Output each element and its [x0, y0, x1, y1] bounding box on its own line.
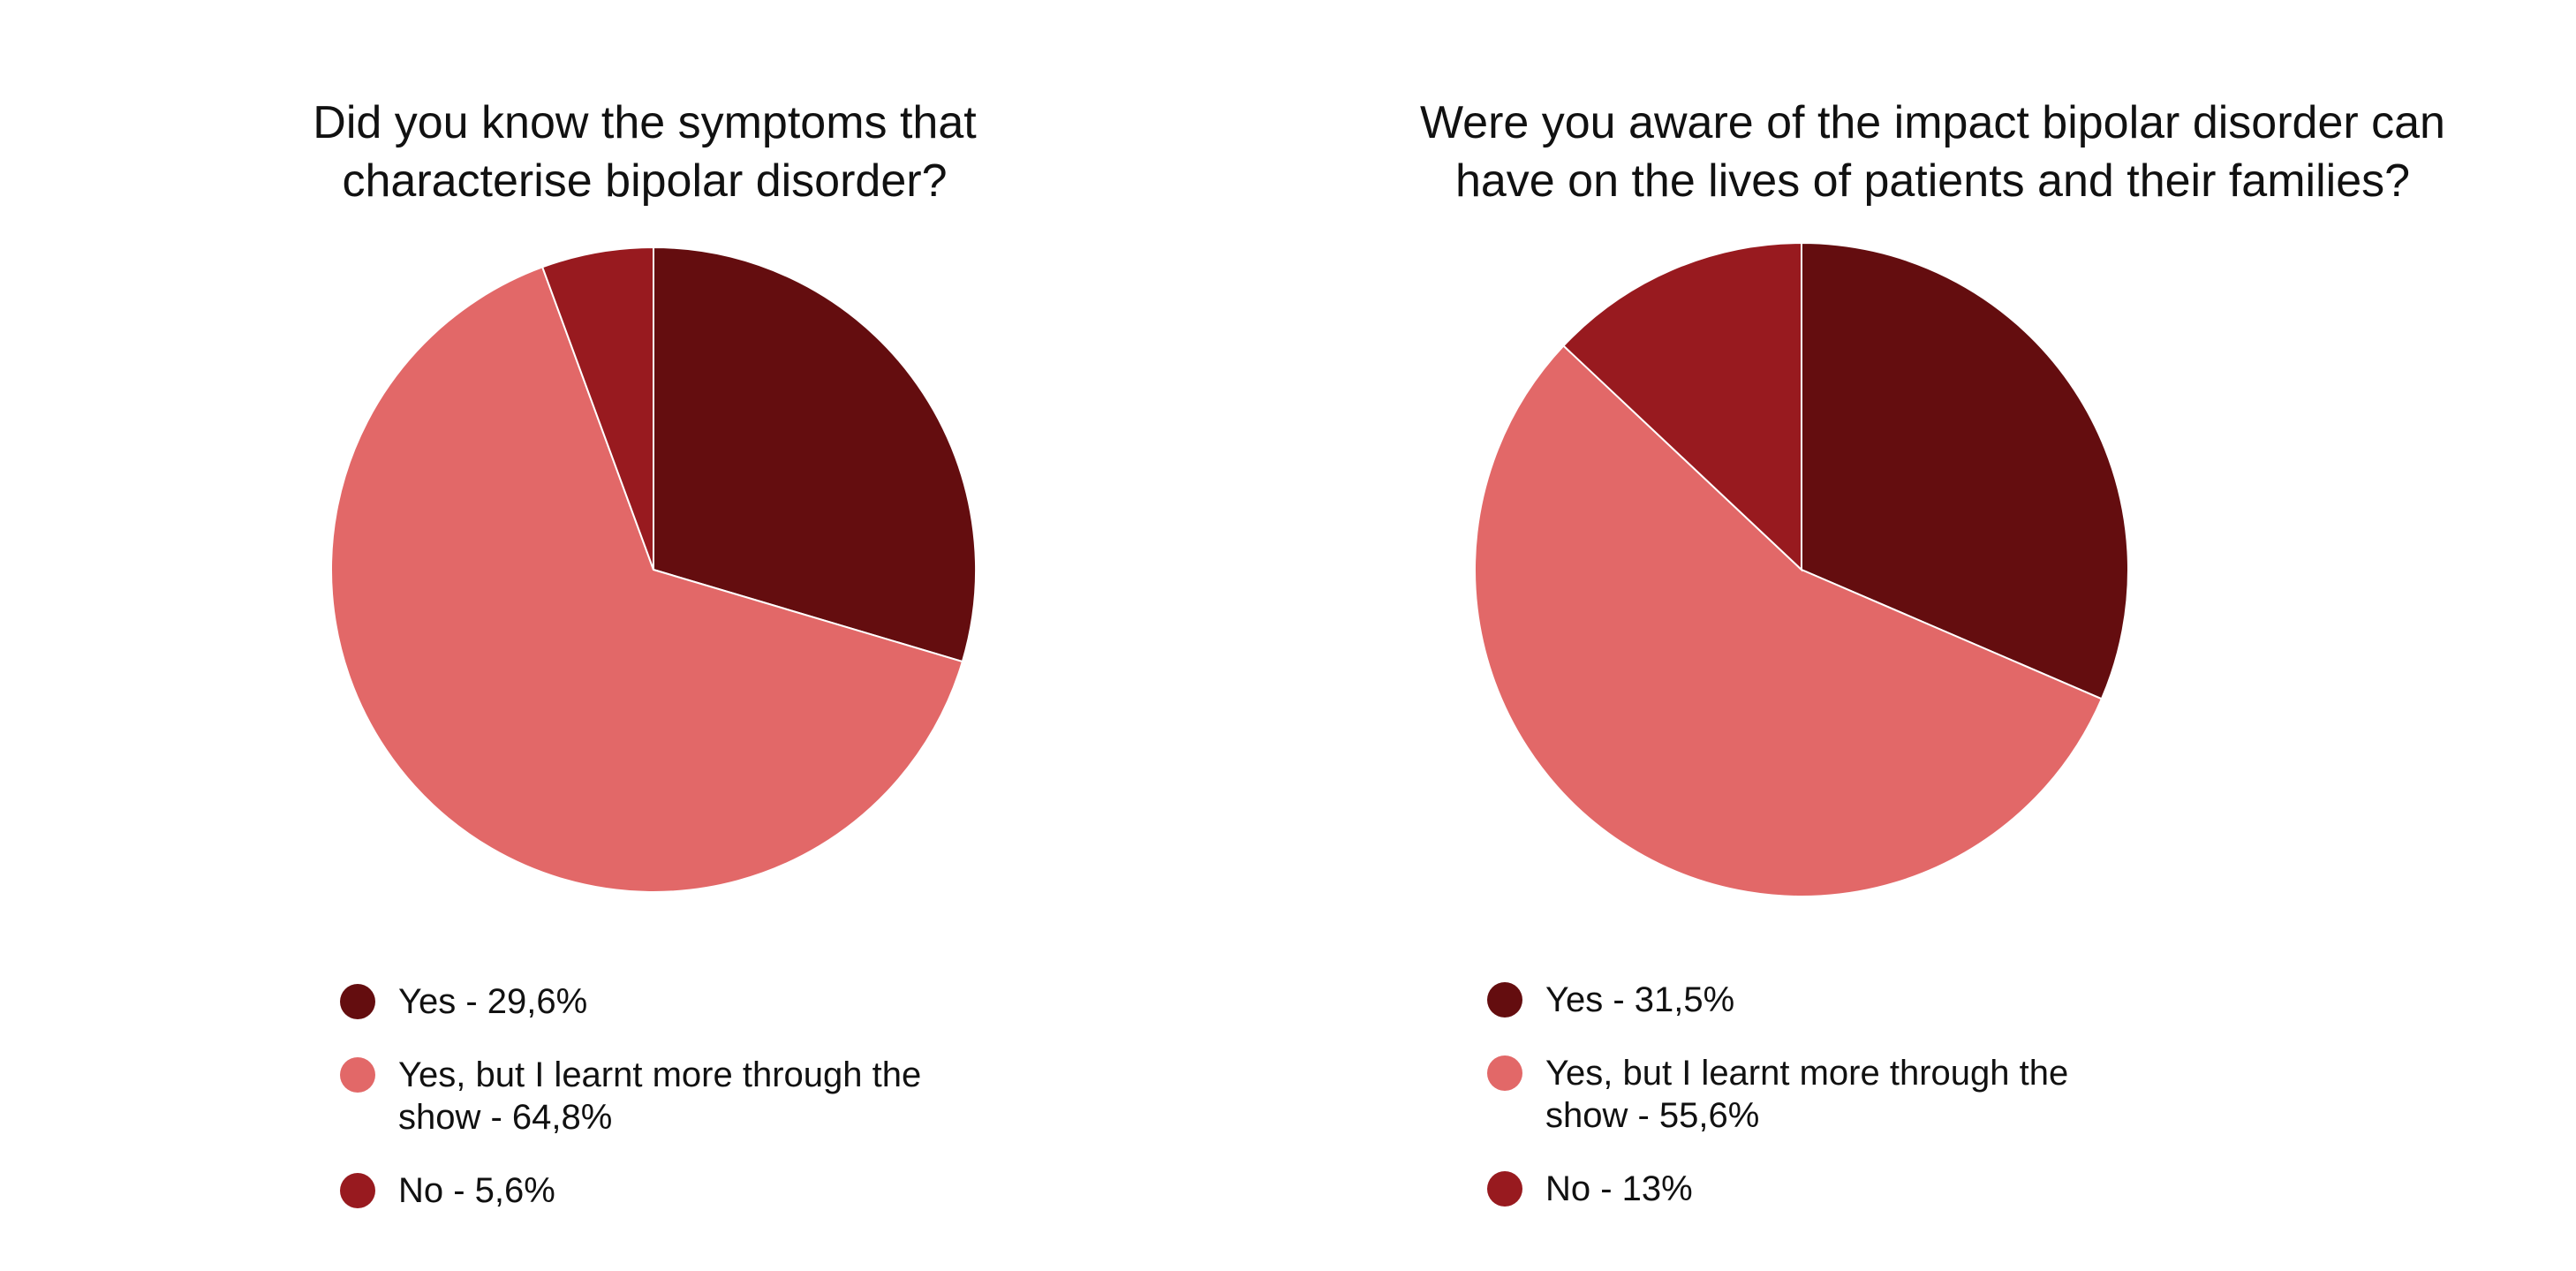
pie-slice-yes [653, 246, 977, 663]
chart-title-line-2: have on the lives of patients and their … [1454, 155, 2411, 207]
pie-chart [330, 246, 977, 893]
legend-label: Yes, but I learnt more through the show … [398, 1055, 922, 1137]
legend-swatch-icon [1487, 1055, 1522, 1091]
chart-panel-symptoms: Did you know the symptoms that character… [0, 94, 1289, 1243]
legend-item-yes: Yes - 31,5% [1487, 979, 2158, 1021]
legend-item-no: No - 5,6% [340, 1169, 1011, 1212]
chart-title-line-1: Were you aware of the impact bipolar dis… [1420, 97, 2445, 148]
legend-label: No - 13% [1545, 1169, 1693, 1208]
legend-item-yes-learnt-more: Yes, but I learnt more through the show … [1487, 1052, 2158, 1137]
chart-title-line-1: Did you know the symptoms that [313, 97, 977, 148]
legend-label: Yes - 29,6% [398, 982, 588, 1021]
chart-title-line-2: characterise bipolar disorder? [342, 155, 948, 207]
pie-slice-yes-learnt-more [330, 266, 964, 893]
legend-swatch-icon [340, 1057, 375, 1093]
chart-legend: Yes - 29,6% Yes, but I learnt more throu… [340, 980, 1011, 1243]
pie-slice-no [1562, 241, 1802, 572]
legend-item-yes: Yes - 29,6% [340, 980, 1011, 1023]
chart-title: Were you aware of the impact bipolar dis… [1289, 94, 2576, 210]
legend-item-no: No - 13% [1487, 1168, 2158, 1210]
legend-item-yes-learnt-more: Yes, but I learnt more through the show … [340, 1054, 1011, 1139]
chart-title: Did you know the symptoms that character… [0, 94, 1289, 210]
legend-swatch-icon [340, 984, 375, 1019]
legend-label: Yes, but I learnt more through the show … [1545, 1054, 2069, 1135]
pie-slice-yes [1801, 241, 2129, 700]
pie-chart [1474, 241, 2129, 897]
legend-swatch-icon [1487, 982, 1522, 1018]
pie-slice-yes-learnt-more [1474, 344, 2104, 897]
pie-slice-no [540, 246, 654, 571]
chart-legend: Yes - 31,5% Yes, but I learnt more throu… [1487, 979, 2158, 1241]
chart-panel-impact: Were you aware of the impact bipolar dis… [1289, 0, 2576, 1271]
legend-label: No - 5,6% [398, 1171, 555, 1210]
legend-label: Yes - 31,5% [1545, 980, 1735, 1019]
legend-swatch-icon [1487, 1171, 1522, 1207]
legend-swatch-icon [340, 1173, 375, 1208]
